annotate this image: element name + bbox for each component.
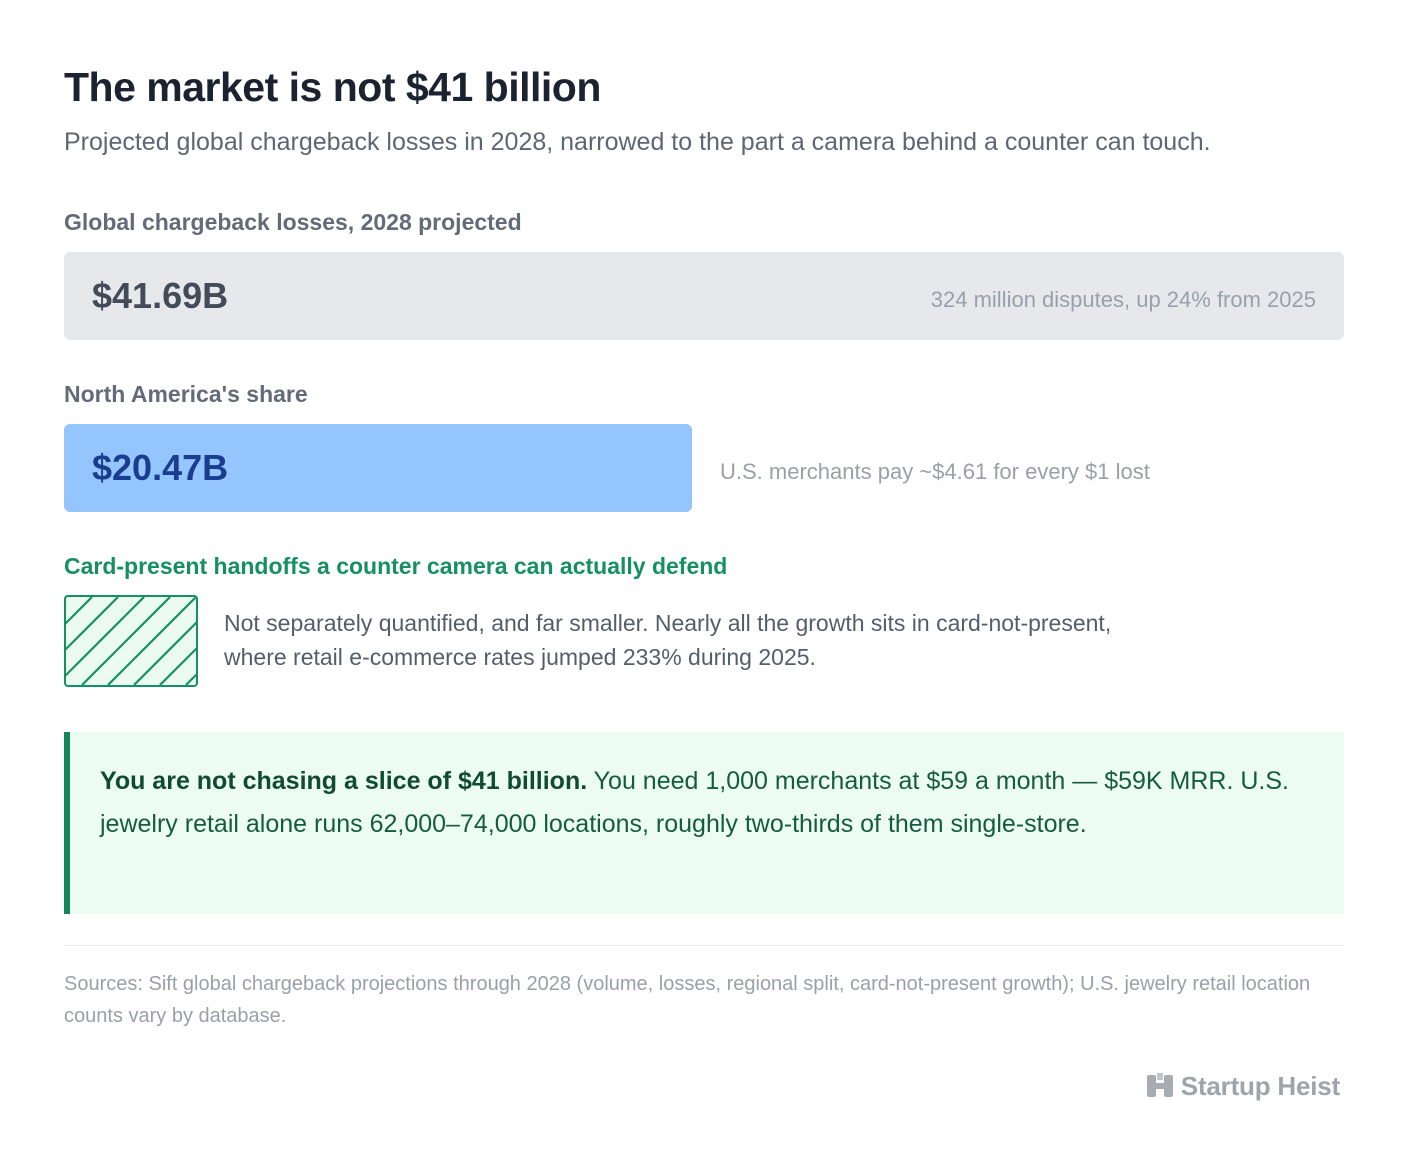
bar-north-america-share: $20.47B: [64, 424, 692, 512]
category-label-north-america: North America's share: [64, 381, 308, 407]
callout-box: You are not chasing a slice of $41 billi…: [64, 732, 1344, 914]
hatched-unquantified-swatch: [64, 595, 198, 687]
callout-body: You need 1,000 merchants at $59 a month …: [100, 767, 1289, 838]
callout-text: You are not chasing a slice of $41 billi…: [100, 760, 1314, 846]
page-subtitle: Projected global chargeback losses in 20…: [64, 128, 1211, 156]
hatch-pattern: [66, 597, 196, 685]
category-label-global: Global chargeback losses, 2028 projected: [64, 209, 522, 235]
note-north-america: U.S. merchants pay ~$4.61 for every $1 l…: [720, 459, 1150, 484]
bar-value-north-america: $20.47B: [92, 447, 229, 488]
sources-note: Sources: Sift global chargeback projecti…: [64, 973, 1311, 1027]
bar-global-losses: $41.69B 324 million disputes, up 24% fro…: [64, 252, 1344, 340]
bar-value-global: $41.69B: [92, 275, 229, 316]
note-card-present: Not separately quantified, and far small…: [224, 610, 1112, 670]
callout-lead: You are not chasing a slice of $41 billi…: [100, 767, 588, 795]
page-title: The market is not $41 billion: [64, 64, 601, 110]
divider: [64, 945, 1344, 946]
category-label-card-present: Card-present handoffs a counter camera c…: [64, 553, 728, 579]
note-global: 324 million disputes, up 24% from 2025: [930, 287, 1316, 312]
brand-name: Startup Heist: [1180, 1070, 1340, 1101]
startup-heist-logo-icon: [1146, 1073, 1173, 1097]
brand-logo: Startup Heist: [1146, 1068, 1340, 1104]
